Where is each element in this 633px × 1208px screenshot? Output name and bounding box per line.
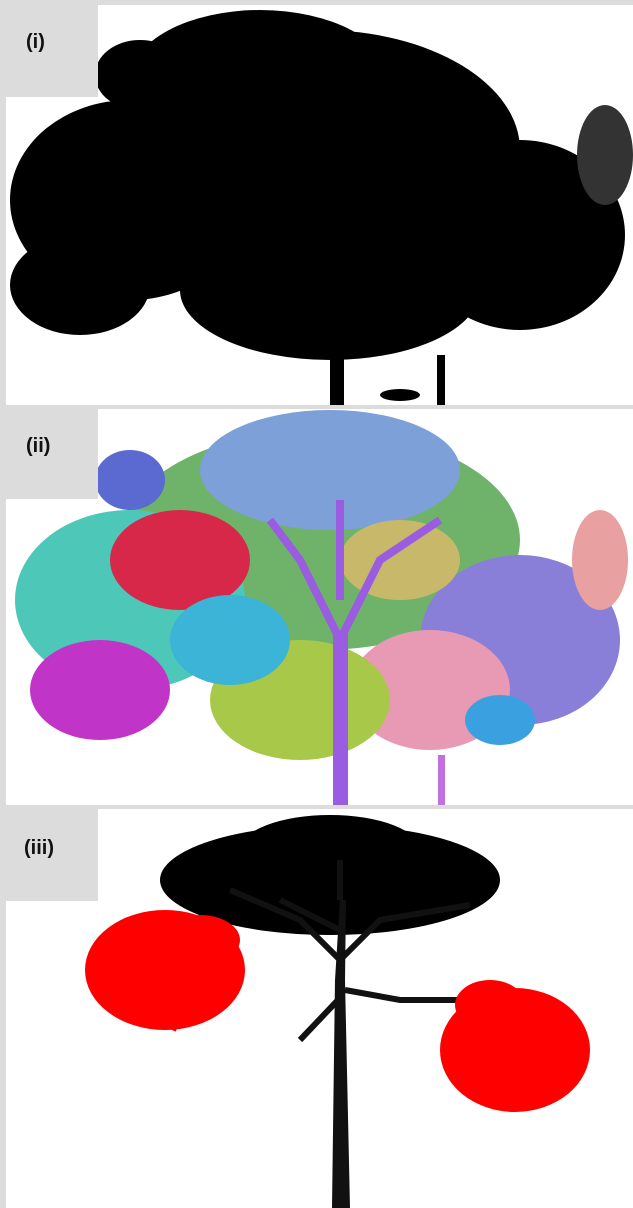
frame-left (0, 0, 6, 1208)
tree-cloud-black (10, 10, 633, 405)
tree-cloud-segmented (15, 410, 628, 805)
panel-separator (0, 805, 633, 809)
label-box (6, 409, 98, 499)
panel-label: (iii) (24, 837, 54, 859)
panel-label: (i) (26, 31, 45, 53)
panel-separator (0, 405, 633, 409)
panel-label: (ii) (26, 435, 50, 457)
label-box (6, 5, 98, 97)
label-box (6, 809, 98, 901)
frame-top (0, 0, 633, 5)
tree-single (85, 815, 590, 1208)
